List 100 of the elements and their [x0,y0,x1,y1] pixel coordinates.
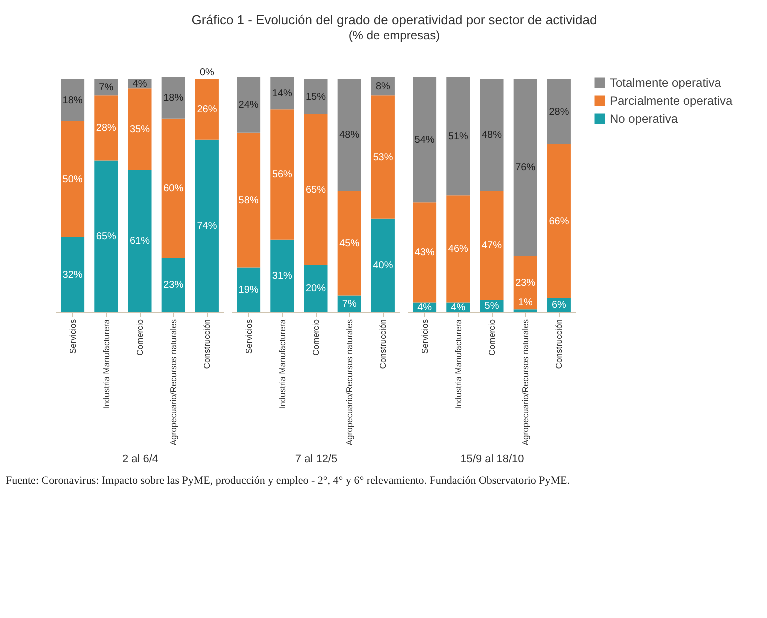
bar [195,140,219,312]
data-label: 45% [340,238,360,250]
data-label: 14% [272,88,293,100]
bar [270,77,294,110]
bar [237,77,261,133]
source-note: Fuente: Coronavirus: Impacto sobre las PyME, producción y empleo - 2°, 4° y 6° relevamiento. Fundación Observatorio PyME. [6,475,572,487]
x-tick-label: Servicios [420,320,430,354]
x-tick-label: Construcción [378,319,388,370]
bar [61,79,85,122]
bar [162,77,186,119]
bar [162,258,186,312]
data-label: 26% [197,104,218,116]
data-label: 5% [484,301,500,312]
bar [237,268,261,312]
data-label: 56% [272,170,293,181]
data-label: 65% [96,231,117,242]
x-tick-label: Agropecuario/Recursos naturales [344,320,355,446]
data-label: 0% [200,67,215,78]
data-label: 43% [414,248,435,259]
data-label: 4% [451,302,466,314]
data-label: 65% [306,184,326,196]
bar [195,79,219,140]
x-axis-title: 2 al 6/4 [122,454,159,466]
data-label: 51% [448,131,469,142]
legend-label: Parcialmente operativa [610,94,734,108]
legend-label: Totalmente operativa [610,76,722,90]
x-axis-title: 15/9 al 18/10 [460,454,524,466]
x-tick-label: Construcción [202,319,212,370]
data-label: 74% [197,220,218,232]
x-tick-label: Agropecuario/Recursos naturales [168,320,179,446]
bar [514,256,538,310]
data-label: 4% [132,78,148,90]
data-label: 28% [549,106,570,118]
x-tick-label: Industria Manufacturera [277,319,288,410]
bar [237,132,261,268]
x-tick-label: Comercio [311,319,321,356]
data-label: 54% [414,134,435,146]
bar [270,110,294,240]
data-label: 23% [516,278,536,289]
bar [514,79,538,256]
data-label: 46% [448,244,469,256]
chart-subtitle: (% de empresas) [348,28,440,42]
data-label: 50% [62,174,83,186]
data-label: 24% [238,100,259,111]
bar [338,79,362,192]
data-label: 48% [340,130,360,142]
data-label: 53% [373,152,394,164]
bar [61,238,85,312]
bar [304,114,328,266]
data-label: 8% [376,81,391,92]
data-label: 35% [130,124,150,136]
legend-label: No operativa [610,112,678,126]
data-label: 23% [164,280,184,292]
x-tick-label: Comercio [135,319,145,356]
data-label: 31% [272,270,293,282]
bar [371,218,395,312]
bar [371,96,395,219]
data-label: 32% [62,270,83,281]
bar [446,77,470,196]
data-label: 47% [482,240,502,252]
bar [413,202,437,303]
bar [480,191,504,300]
chart-title: Gráfico 1 - Evolución del grado de operatividad por sector de actividad [192,12,598,28]
bar [480,79,504,192]
bar [304,265,328,312]
bar [338,191,362,296]
data-label: 58% [238,195,259,206]
x-tick-label: Comercio [487,319,497,356]
data-label: 19% [238,284,259,296]
bar [304,79,328,114]
data-label: 18% [164,92,184,104]
data-label: 61% [130,236,150,248]
data-label: 1% [518,298,533,309]
data-label: 28% [96,123,117,134]
data-label: 18% [62,95,83,106]
data-label: 20% [306,284,326,295]
data-label: 7% [99,82,114,94]
data-label: 4% [418,302,432,314]
data-label: 60% [164,184,184,195]
x-tick-label: Industria Manufacturera [101,319,112,410]
x-tick-label: Agropecuario/Recursos naturales [520,320,531,446]
data-label: 40% [373,260,394,272]
data-label: 7% [342,298,357,310]
x-axis-title: 7 al 12/5 [295,454,338,466]
bar [128,170,152,312]
bar [94,160,118,312]
bar [547,79,571,144]
bar [446,196,470,303]
bar [162,118,186,258]
bar [413,77,437,203]
bar [270,240,294,312]
data-label: 66% [549,216,570,228]
x-tick-label: Servicios [244,320,254,354]
x-tick-label: Industria Manufacturera [453,319,464,410]
bar [547,144,571,298]
data-label: 15% [306,92,326,103]
data-label: 76% [516,162,536,174]
data-label: 6% [552,300,567,312]
data-label: 48% [482,130,502,142]
bar [61,121,85,238]
